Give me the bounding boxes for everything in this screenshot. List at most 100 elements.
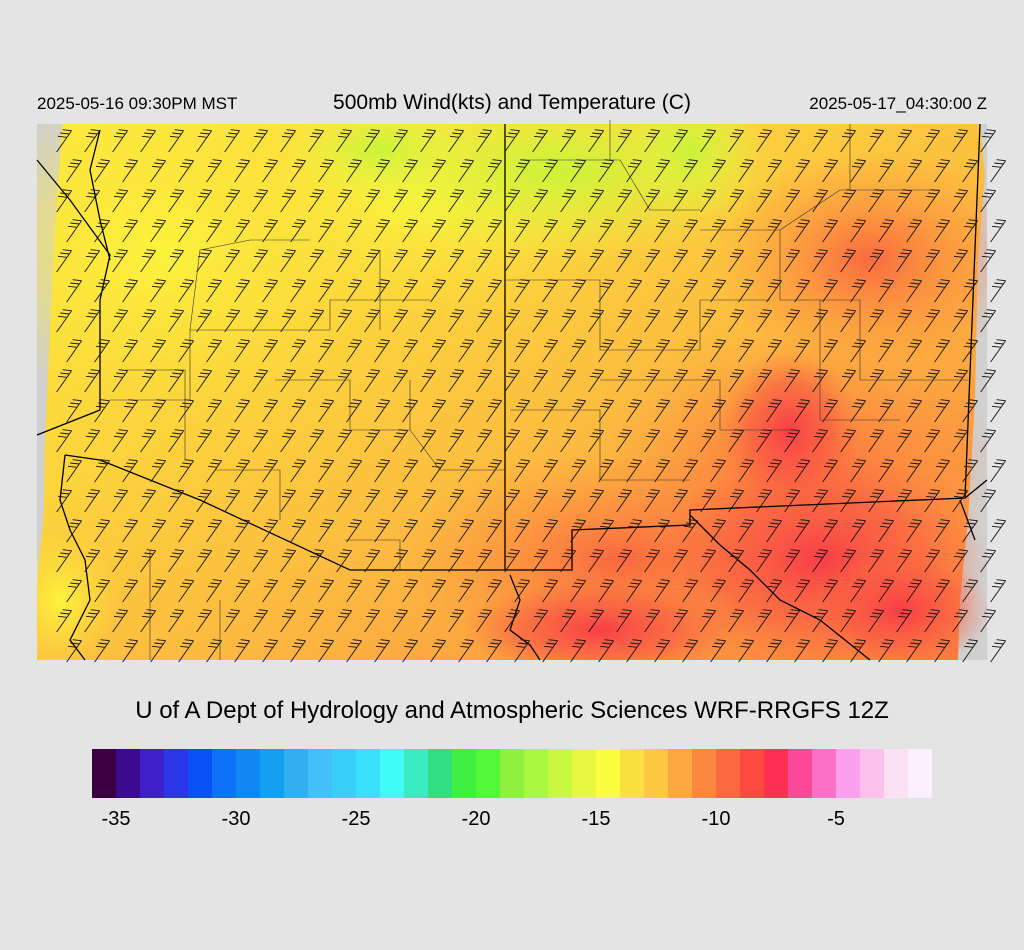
wind-barb [868,369,884,393]
wind-barb [644,249,660,273]
wind-barb [476,369,492,393]
wind-barb [710,579,726,603]
colorbar-swatch [884,749,908,798]
wind-barb [336,429,352,453]
colorbar-swatch [92,749,116,798]
wind-barb [280,369,296,393]
wind-barb [588,309,604,333]
wind-barb [514,159,530,183]
wind-barb [420,549,436,573]
wind-barb [868,129,884,153]
wind-barb [906,639,922,663]
wind-barb [112,429,128,453]
temperature-wind-map [36,120,1006,663]
wind-barb [700,189,716,213]
wind-barb [196,309,212,333]
wind-barb [476,609,492,633]
wind-barb [94,279,110,303]
wind-barb [206,339,222,363]
colorbar-swatch [356,749,380,798]
colorbar-tick-label: -10 [701,808,731,830]
wind-barb [980,189,996,213]
wind-barb [476,489,492,513]
wind-barb [290,639,306,663]
wind-barb [448,309,464,333]
wind-barb [700,369,716,393]
wind-barb [812,609,828,633]
wind-barb [168,549,184,573]
wind-barb [738,519,754,543]
wind-barb [868,609,884,633]
wind-barb [644,369,660,393]
wind-barb [504,189,520,213]
wind-barb [766,639,782,663]
colorbar-tick-label: -35 [101,808,131,830]
wind-barb [784,549,800,573]
wind-barb [766,519,782,543]
wind-barb [504,309,520,333]
colorbar-tick-label: -30 [221,808,251,830]
wind-barb [626,219,642,243]
wind-barb [402,519,418,543]
wind-barb [94,519,110,543]
wind-barb [906,459,922,483]
wind-barb [504,549,520,573]
wind-barb [570,219,586,243]
wind-barb [962,279,978,303]
wind-barb [346,639,362,663]
wind-barb [364,189,380,213]
wind-barb [952,489,968,513]
wind-barb [560,129,576,153]
wind-barb [280,189,296,213]
wind-barb [980,549,996,573]
wind-barb [66,459,82,483]
wind-barb [756,549,772,573]
wind-barb [570,579,586,603]
wind-barb [756,249,772,273]
colorbar-swatch [548,749,572,798]
wind-barb [448,369,464,393]
colorbar-swatch [692,749,716,798]
wind-barb [850,219,866,243]
wind-barb [84,489,100,513]
wind-barb [626,279,642,303]
wind-barb [150,519,166,543]
wind-barb [280,309,296,333]
wind-barb [430,159,446,183]
wind-barb [514,639,530,663]
wind-barb [420,309,436,333]
wind-barb [682,399,698,423]
wind-barb [990,159,1006,183]
wind-barb [112,189,128,213]
wind-barb [924,489,940,513]
wind-barb [654,519,670,543]
wind-barb [486,219,502,243]
wind-barb [346,459,362,483]
wind-barb [56,369,72,393]
wind-barb [784,429,800,453]
wind-barb [840,309,856,333]
wind-barb [934,519,950,543]
wind-barb [906,339,922,363]
wind-barb [336,609,352,633]
wind-barb [94,579,110,603]
wind-barb [252,489,268,513]
wind-barb [878,339,894,363]
wind-barb [206,579,222,603]
wind-barb [700,429,716,453]
wind-barb [654,459,670,483]
wind-barb [66,399,82,423]
wind-barb [318,399,334,423]
wind-barb [402,339,418,363]
wind-barb [710,339,726,363]
wind-barb [486,399,502,423]
wind-barb [924,129,940,153]
wind-barb [486,339,502,363]
wind-barb [486,579,502,603]
wind-barb [234,459,250,483]
wind-barbs [56,129,1006,663]
colorbar-swatch [668,749,692,798]
wind-barb [206,219,222,243]
wind-barb [364,369,380,393]
wind-barb [924,249,940,273]
